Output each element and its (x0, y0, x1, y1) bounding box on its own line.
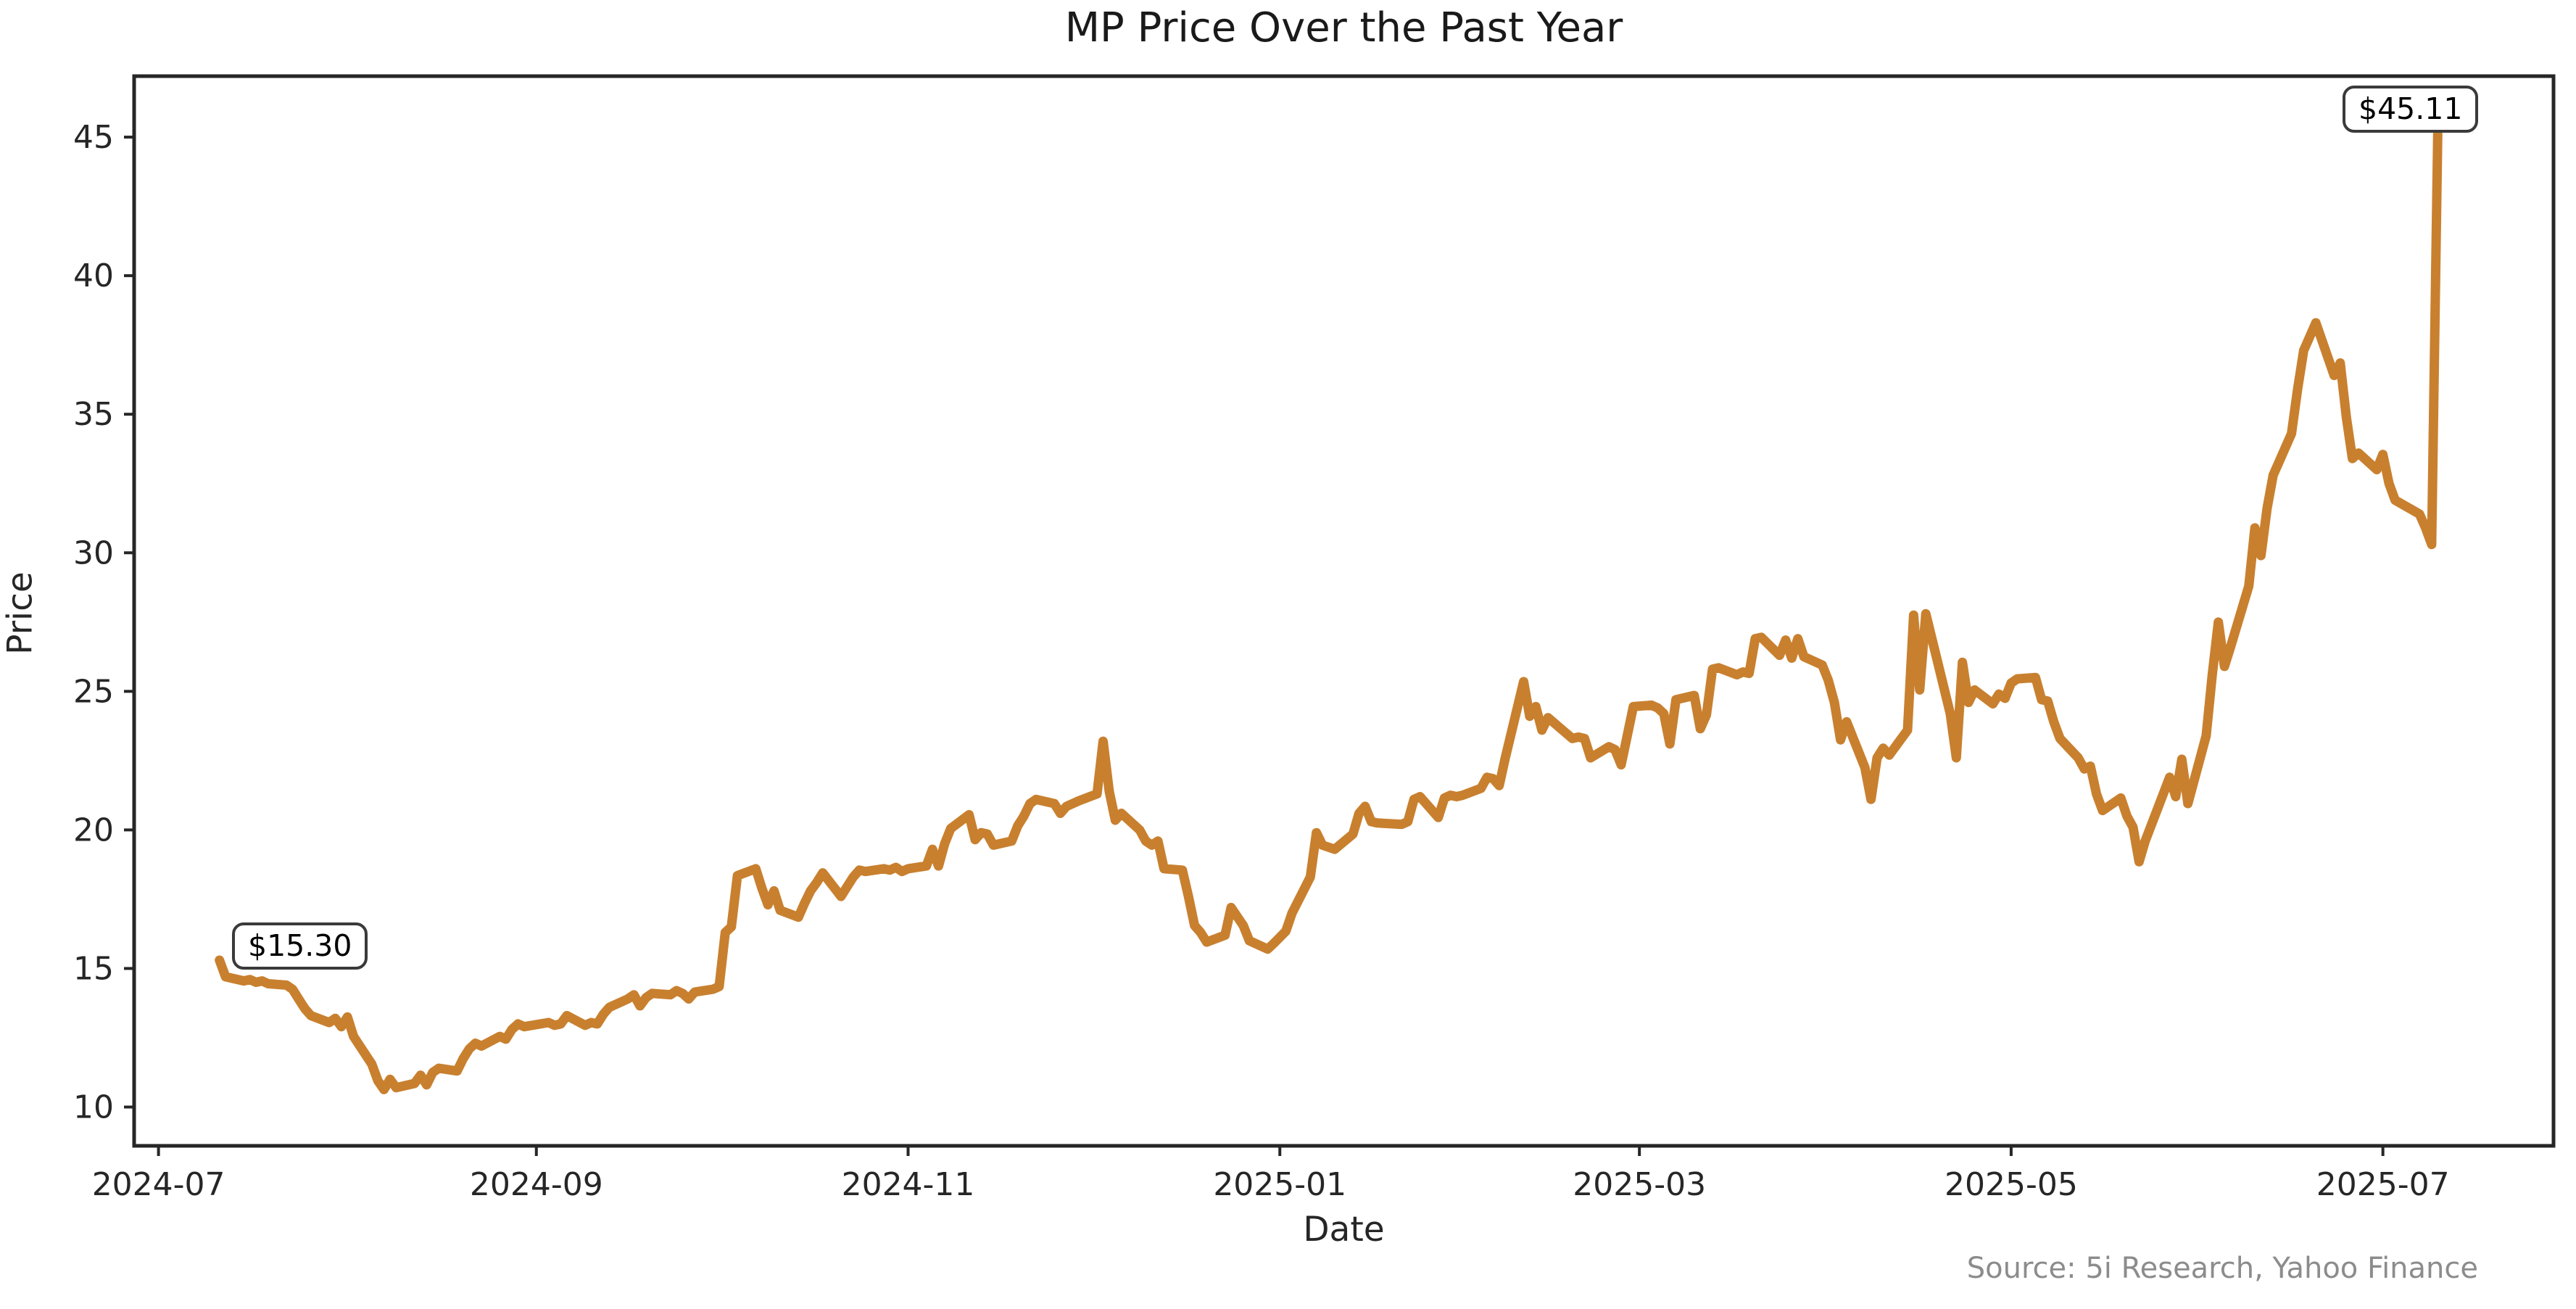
y-tick-label: 35 (73, 396, 114, 433)
y-tick-label: 15 (73, 950, 114, 987)
y-tick-label: 20 (73, 812, 114, 848)
x-tick-label: 2024-09 (470, 1166, 603, 1203)
x-tick-label: 2025-03 (1573, 1166, 1706, 1203)
price-line (215, 129, 2443, 1094)
x-axis-label: Date (1303, 1210, 1385, 1250)
x-tick-label: 2024-11 (842, 1166, 975, 1203)
y-tick-label: 10 (73, 1089, 114, 1126)
source-note: Source: 5i Research, Yahoo Finance (1966, 1252, 2478, 1285)
y-tick-label: 30 (73, 534, 114, 571)
plot-border (132, 74, 2556, 1148)
x-tick-label: 2024-07 (92, 1166, 225, 1203)
chart-title: MP Price Over the Past Year (1064, 4, 1623, 51)
y-tick-label: 40 (73, 257, 114, 294)
x-tick-label: 2025-01 (1213, 1166, 1346, 1203)
annotation-end-price: $45.11 (2343, 86, 2479, 133)
y-axis-label: Price (0, 571, 41, 655)
y-tick-label: 45 (73, 119, 114, 156)
x-tick-label: 2025-07 (2316, 1166, 2450, 1203)
x-tick-label: 2025-05 (1945, 1166, 2078, 1203)
annotation-start-price: $15.30 (232, 922, 368, 970)
y-tick-label: 25 (73, 673, 114, 710)
